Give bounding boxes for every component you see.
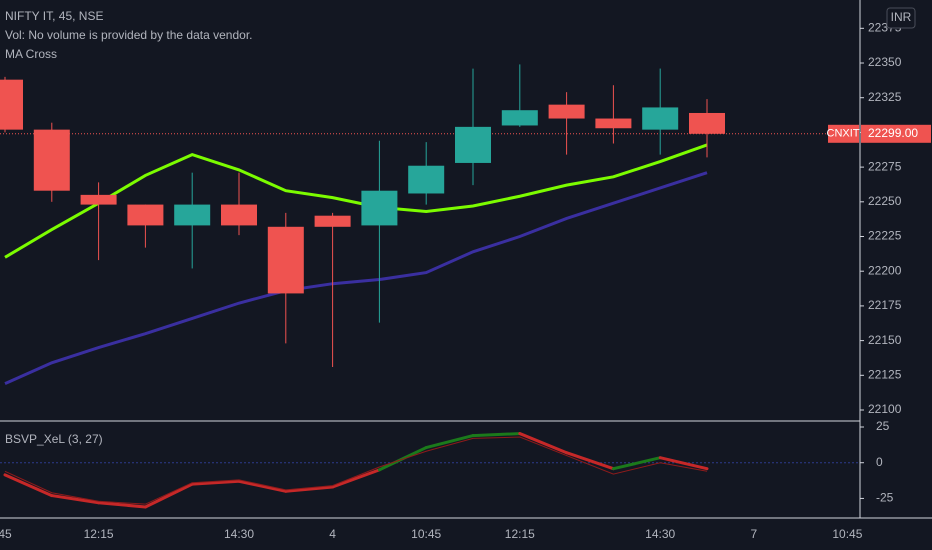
indicator-segment [518, 432, 569, 455]
candle-body [0, 79, 23, 130]
y-tick-label: 22325 [868, 90, 902, 104]
indicator-segment [3, 473, 54, 498]
y-tick-label: 22100 [868, 402, 902, 416]
currency-button[interactable] [886, 7, 916, 29]
x-tick-label: 12:15 [505, 527, 535, 541]
indicator-segment [237, 479, 288, 493]
ma-line [4, 143, 708, 259]
x-tick-label: 12:15 [84, 527, 114, 541]
candle-body [501, 110, 538, 126]
y-tick-label: 22250 [868, 194, 902, 208]
y-tick-label: 22275 [868, 159, 902, 173]
indicator-segment [611, 456, 662, 471]
chart-subtitle: Vol: No volume is provided by the data v… [5, 28, 252, 42]
currency-label[interactable]: INR [891, 10, 912, 24]
y-tick-label: 22350 [868, 55, 902, 69]
price-marker-label: 22299.00 [868, 126, 918, 140]
candle-body [361, 190, 398, 226]
candle-body [408, 165, 445, 194]
x-tick-label: 45 [0, 527, 12, 541]
indicator-segment [658, 456, 709, 471]
plot: 22100 22125 22150 22175 22200 22225 22250 22275… [0, 20, 931, 541]
candle-body [314, 215, 351, 227]
price-marker [861, 124, 931, 143]
indicator-segment [143, 482, 194, 509]
indicator-segment [424, 434, 475, 450]
y-tick-label: 22200 [868, 263, 902, 277]
x-tick-label: 4 [329, 527, 336, 541]
indicator-segment [471, 432, 522, 438]
y-tick-label: 22175 [868, 298, 902, 312]
symbol-marker [828, 124, 859, 143]
indicator-label: BSVP_XeL (3, 27) [5, 432, 103, 446]
x-tick-label: 10:45 [411, 527, 441, 541]
candle-body [221, 204, 257, 226]
candle-body [174, 204, 211, 226]
candle-body [127, 204, 164, 226]
x-tick-label: 7 [750, 527, 757, 541]
x-tick-label: 14:30 [224, 527, 254, 541]
indicator-line [4, 436, 708, 505]
indicator-segment [565, 451, 615, 471]
symbol-label: CNXIT [827, 128, 860, 140]
candle-body [595, 118, 632, 129]
candle-body [455, 126, 491, 163]
y-tick-label: 22125 [868, 367, 902, 381]
y-tick-label: 0 [876, 455, 883, 469]
candle-body [689, 112, 725, 134]
indicator-segment [50, 494, 101, 505]
y-tick-label: 25 [876, 419, 890, 433]
candle-body [642, 107, 679, 130]
ma-line [4, 171, 708, 386]
chart-title: NIFTY IT, 45, NSE [5, 9, 103, 23]
x-tick-label: 14:30 [645, 527, 675, 541]
candle-body [80, 194, 117, 205]
y-tick-label: 22150 [868, 333, 902, 347]
candle-body [267, 226, 304, 294]
indicator-segment [97, 501, 147, 509]
indicator-segment [190, 479, 241, 486]
indicator-segment [284, 485, 335, 493]
candle-body [548, 104, 585, 119]
candle-body [33, 129, 70, 191]
indicator-label: MA Cross [5, 47, 57, 61]
y-tick-label: -25 [876, 491, 894, 505]
x-tick-label: 10:45 [832, 527, 862, 541]
y-tick-label: 22225 [868, 229, 902, 243]
indicator-segment [331, 468, 381, 489]
